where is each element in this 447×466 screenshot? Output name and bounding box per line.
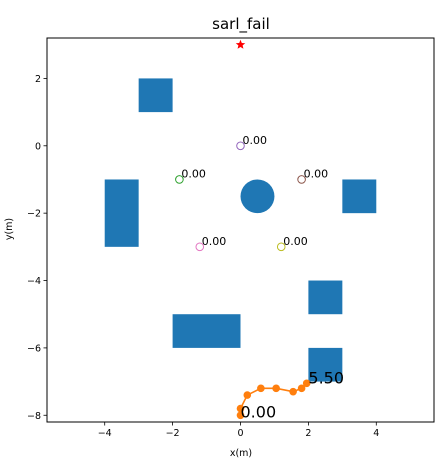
obstacle-circle — [240, 179, 275, 214]
human-label: 0.00 — [243, 134, 268, 147]
chart-title: sarl_fail — [212, 15, 270, 34]
x-axis-label: x(m) — [230, 448, 252, 459]
human-marker — [297, 175, 306, 184]
y-tick-label: −4 — [27, 276, 41, 287]
human-marker — [276, 242, 286, 252]
y-axis-label: y(m) — [4, 218, 15, 240]
x-tick-label: 0 — [237, 428, 243, 439]
human-label: 0.00 — [202, 235, 227, 248]
human-marker — [236, 141, 245, 151]
obstacle-rect — [104, 179, 139, 247]
obstacle-rect — [308, 347, 343, 382]
obstacle-rect — [138, 78, 173, 113]
robot-path-point — [243, 391, 252, 399]
human-marker — [175, 175, 184, 184]
human-label: 0.00 — [304, 167, 329, 180]
x-tick-label: −2 — [166, 428, 180, 439]
time-annotation: 0.00 — [241, 402, 277, 421]
x-tick-label: −4 — [98, 428, 112, 439]
y-tick-label: −2 — [27, 209, 41, 220]
time-annotation: 5.50 — [308, 369, 344, 388]
obstacle-rect — [308, 280, 343, 315]
robot-path-point — [289, 387, 297, 396]
robot-path-point — [257, 384, 265, 393]
y-tick-label: −8 — [27, 411, 41, 422]
robot-path-point — [302, 379, 311, 388]
robot-path-point — [272, 384, 280, 393]
robot-path-point — [236, 404, 245, 413]
human-marker — [195, 242, 205, 252]
y-tick-label: 2 — [35, 74, 41, 85]
robot-path-point — [297, 384, 306, 393]
robot-path-point — [236, 411, 245, 420]
y-tick-label: −6 — [27, 343, 41, 354]
x-tick-label: 2 — [305, 428, 311, 439]
y-tick-label: 0 — [35, 141, 41, 152]
obstacle-rect — [342, 179, 377, 214]
plot-area: 0.00 0.00 0.00 0.00 0.00 0.00 5.50 −4 −2 0 2 4 2 0 −2 −… — [27, 37, 435, 439]
human-label: 0.00 — [283, 235, 308, 248]
goal-marker — [235, 39, 246, 49]
obstacle-rect — [172, 314, 241, 348]
x-tick-label: 4 — [373, 428, 379, 439]
human-label: 0.00 — [181, 167, 206, 180]
